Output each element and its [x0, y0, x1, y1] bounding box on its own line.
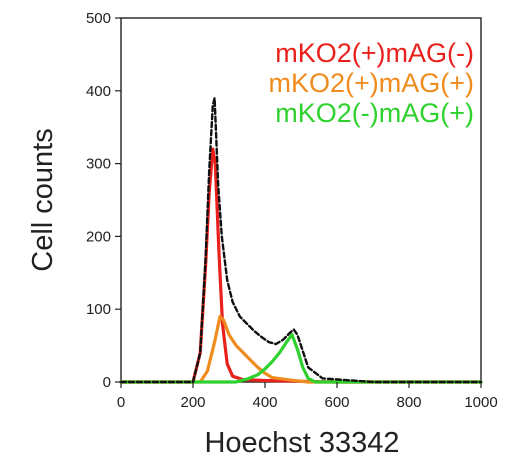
y-tick-label: 200 — [86, 228, 111, 245]
x-tick-label: 800 — [396, 394, 421, 411]
legend-entry: mKO2(-)mAG(+) — [275, 98, 474, 128]
series-layer — [119, 96, 483, 384]
x-tick-label: 600 — [324, 394, 349, 411]
series-line-2 — [119, 314, 483, 384]
legend-entry: mKO2(+)mAG(-) — [275, 38, 474, 68]
x-tick-label: 1000 — [464, 394, 497, 411]
y-tick-label: 0 — [103, 374, 111, 391]
legend: mKO2(+)mAG(-)mKO2(+)mAG(+)mKO2(-)mAG(+) — [268, 38, 474, 128]
y-tick-label: 300 — [86, 156, 111, 173]
series-line-total — [119, 96, 483, 384]
y-tick-label: 400 — [86, 83, 111, 100]
y-tick-label: 500 — [86, 10, 111, 27]
series-line-3 — [119, 333, 483, 384]
y-axis-title: Cell counts — [27, 128, 59, 271]
axis-layer: 0 200 400 600 800 1000 0 100 200 300 400 500 — [86, 10, 498, 411]
legend-entry: mKO2(+)mAG(+) — [268, 68, 474, 98]
x-tick-label: 400 — [252, 394, 277, 411]
x-tick-label: 200 — [180, 394, 205, 411]
x-axis-title: Hoechst 33342 — [204, 427, 399, 459]
y-tick-label: 100 — [86, 301, 111, 318]
x-tick-label: 0 — [117, 394, 125, 411]
